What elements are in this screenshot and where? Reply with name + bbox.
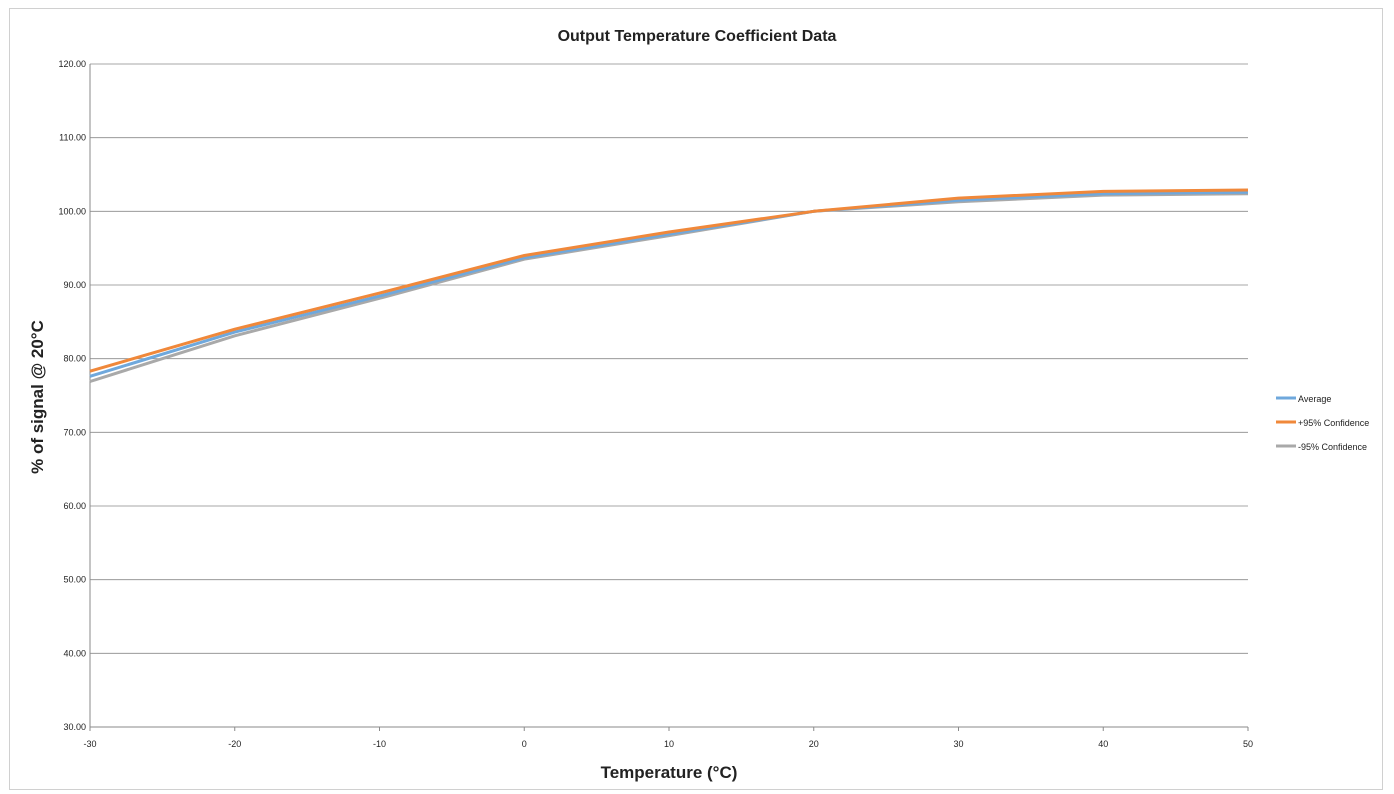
series-line-0: [89, 190, 1249, 378]
x-tick-label: 30: [953, 739, 963, 749]
x-axis-label: Temperature (°C): [601, 763, 738, 782]
y-axis: 30.00 40.00 50.00 60.00 70.00 80.00 90.00 100.0…: [58, 59, 91, 732]
legend: Average +95% Confidence -95% Confidence: [1276, 394, 1369, 452]
chart-title: Output Temperature Coefficient Data: [558, 28, 837, 45]
y-tick-label: 70.00: [63, 427, 86, 437]
y-tick-label: 40.00: [63, 648, 86, 658]
x-tick-label: 10: [664, 739, 674, 749]
x-tick-label: -20: [228, 739, 241, 749]
x-tick-label: -30: [83, 739, 96, 749]
y-tick-label: 90.00: [63, 280, 86, 290]
series-line-2: [89, 192, 1249, 383]
series-line-1: [89, 188, 1249, 373]
legend-label: Average: [1298, 394, 1331, 404]
x-tick-label: 0: [522, 739, 527, 749]
y-tick-label: 110.00: [59, 133, 86, 143]
x-tick-label: -10: [373, 739, 386, 749]
x-tick-label: 40: [1098, 739, 1108, 749]
x-tick-label: 50: [1243, 739, 1253, 749]
y-tick-label: 100.00: [58, 206, 86, 216]
series-lines: [89, 188, 1249, 383]
y-tick-label: 120.00: [58, 59, 86, 69]
y-axis-label: % of signal @ 20°C: [28, 320, 47, 474]
y-tick-label: 80.00: [63, 354, 86, 364]
x-axis: -30 -20 -10 0 10 20 30 40 50: [83, 726, 1253, 749]
legend-label: +95% Confidence: [1298, 418, 1369, 428]
y-tick-label: 50.00: [63, 575, 86, 585]
y-tick-label: 60.00: [63, 501, 86, 511]
chart-frame: [9, 8, 1383, 790]
gridlines: [90, 63, 1248, 654]
x-tick-label: 20: [809, 739, 819, 749]
legend-label: -95% Confidence: [1298, 442, 1367, 452]
y-tick-label: 30.00: [63, 722, 86, 732]
